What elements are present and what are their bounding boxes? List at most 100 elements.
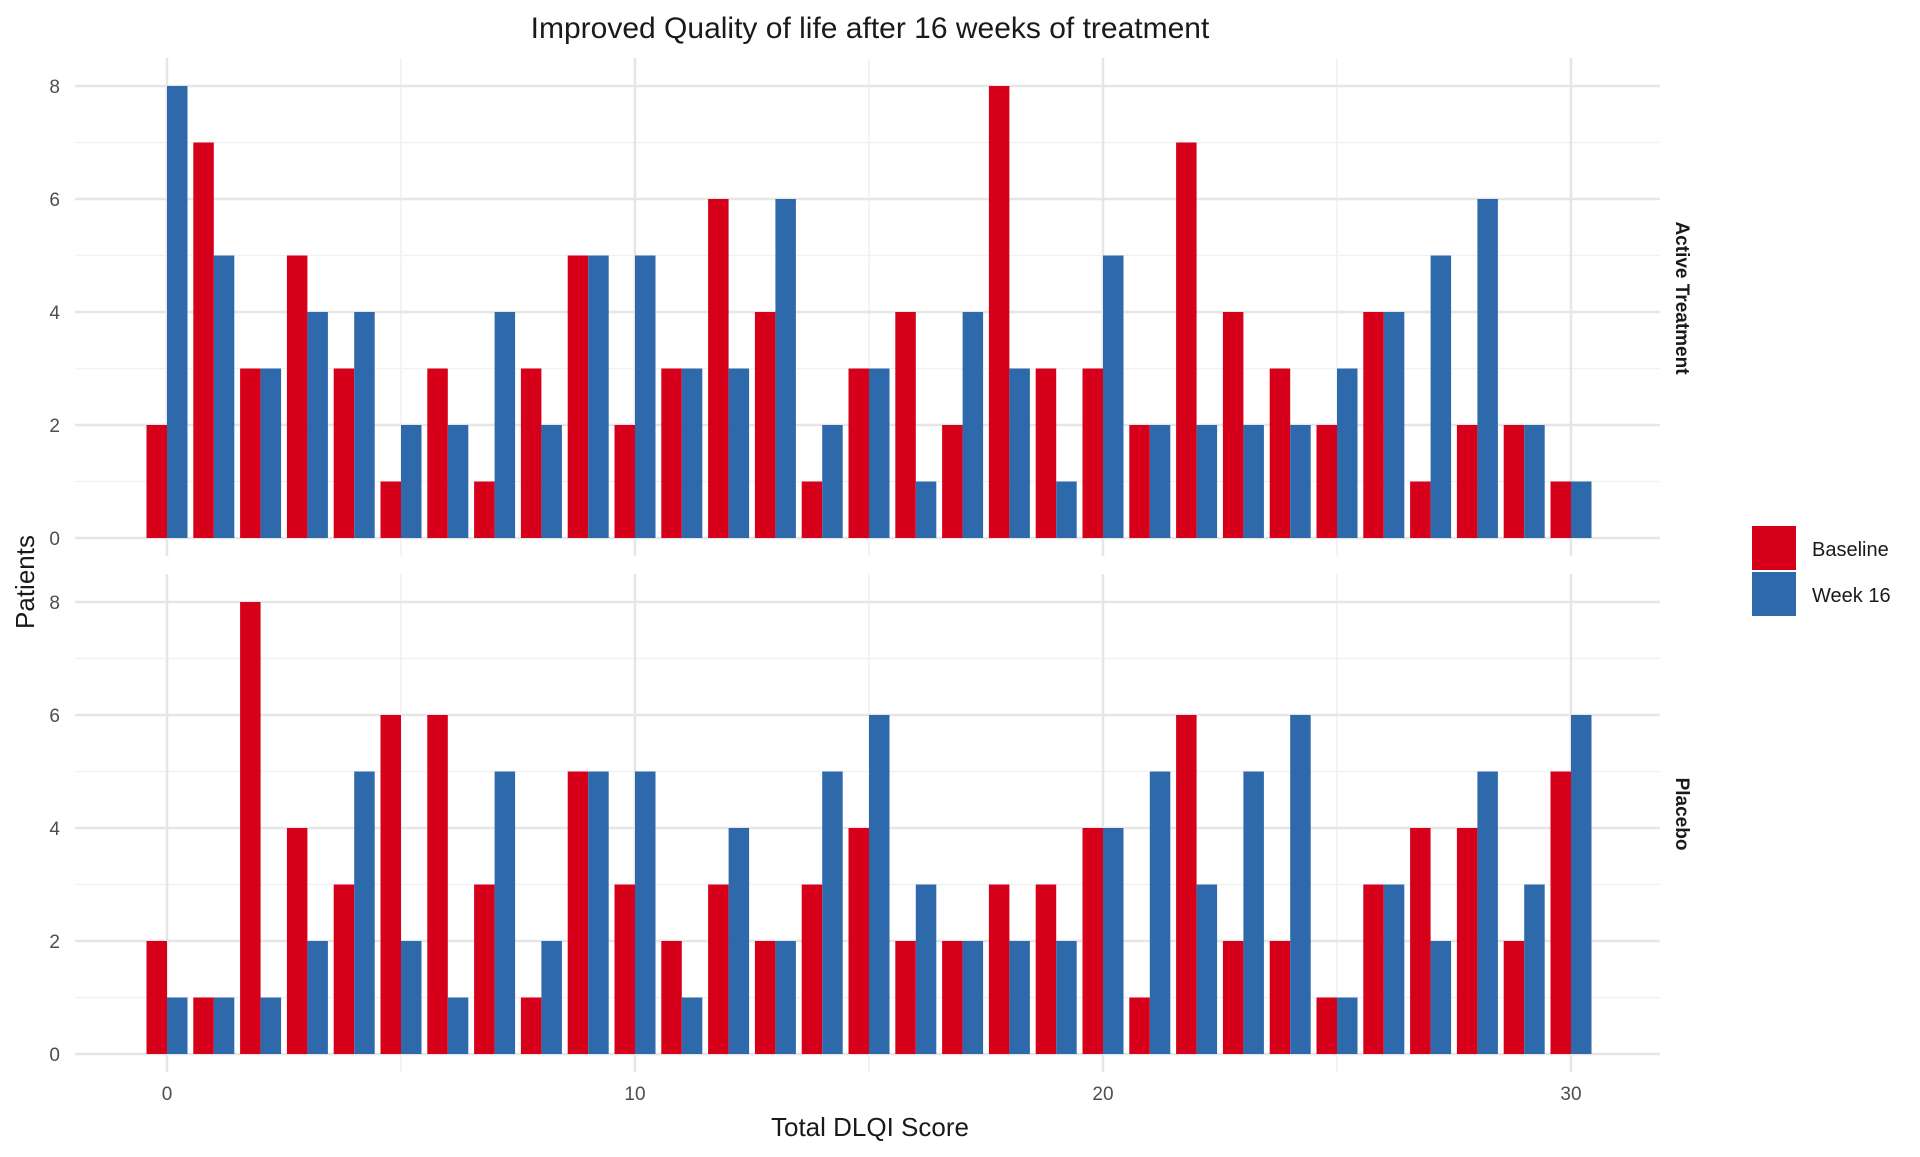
y-tick-label: 4	[49, 303, 60, 324]
bar-week16	[1196, 425, 1218, 538]
bar-week16	[681, 997, 703, 1054]
bar-week16	[822, 425, 843, 538]
bar-week16	[869, 368, 890, 538]
bar-week16	[915, 481, 937, 538]
bar-week16	[962, 941, 984, 1054]
bar-baseline	[380, 481, 401, 538]
bar-week16	[541, 941, 562, 1054]
bar-baseline	[1176, 142, 1197, 538]
bar-week16	[1243, 425, 1264, 538]
bar-baseline	[1503, 425, 1525, 538]
bar-week16	[588, 255, 609, 538]
x-tick-label: 30	[1560, 1084, 1581, 1105]
bar-baseline	[286, 255, 308, 538]
bar-baseline	[240, 602, 261, 1054]
bar-baseline	[427, 715, 448, 1054]
bar-week16	[260, 997, 282, 1054]
bar-baseline	[1129, 425, 1150, 538]
y-tick-label: 2	[49, 416, 60, 437]
bar-baseline	[848, 368, 869, 538]
y-tick-label: 8	[49, 593, 60, 614]
bar-baseline	[1222, 941, 1244, 1054]
y-tick-label: 6	[49, 190, 60, 211]
x-axis-title: Total DLQI Score	[771, 1112, 969, 1142]
bar-baseline	[1316, 997, 1337, 1054]
bar-week16	[213, 997, 235, 1054]
bar-week16	[447, 997, 469, 1054]
bar-baseline	[567, 771, 589, 1054]
bar-baseline	[1550, 771, 1571, 1054]
bar-week16	[728, 368, 750, 538]
x-tick-label: 20	[1092, 1084, 1113, 1105]
bar-baseline	[193, 997, 214, 1054]
legend-label-baseline: Baseline	[1812, 539, 1889, 561]
bar-baseline	[146, 941, 167, 1054]
bar-week16	[1103, 828, 1124, 1054]
bar-baseline	[1410, 828, 1431, 1054]
bar-week16	[1243, 771, 1264, 1054]
bar-baseline	[520, 368, 542, 538]
legend-label-week-16: Week 16	[1812, 585, 1891, 607]
bar-week16	[1056, 481, 1077, 538]
bar-week16	[1430, 255, 1452, 538]
bar-week16	[869, 715, 890, 1054]
bar-week16	[1524, 425, 1545, 538]
panel-label: Placebo	[1671, 778, 1692, 851]
bar-week16	[167, 86, 188, 538]
bar-week16	[307, 941, 328, 1054]
bar-week16	[401, 941, 422, 1054]
bar-baseline	[567, 255, 589, 538]
bar-baseline	[801, 884, 823, 1054]
bar-baseline	[988, 86, 1010, 538]
bar-week16	[1009, 368, 1030, 538]
bar-week16	[1290, 715, 1311, 1054]
bar-baseline	[1456, 828, 1478, 1054]
bar-baseline	[1456, 425, 1478, 538]
y-tick-label: 0	[49, 1045, 60, 1066]
bar-week16	[1383, 884, 1405, 1054]
bar-baseline	[1316, 425, 1337, 538]
bar-baseline	[661, 368, 682, 538]
bar-baseline	[240, 368, 261, 538]
bar-week16	[494, 771, 516, 1054]
y-tick-label: 4	[49, 819, 60, 840]
bar-baseline	[614, 884, 635, 1054]
bar-week16	[260, 368, 282, 538]
legend-key-week-16	[1752, 572, 1796, 616]
bar-baseline	[1176, 715, 1197, 1054]
bar-baseline	[474, 481, 495, 538]
bar-week16	[494, 312, 516, 538]
x-tick-label: 0	[162, 1084, 173, 1105]
bar-week16	[775, 199, 796, 538]
bar-week16	[1337, 997, 1358, 1054]
bar-week16	[1571, 481, 1592, 538]
bar-week16	[354, 312, 375, 538]
bar-baseline	[614, 425, 635, 538]
bar-week16	[635, 771, 656, 1054]
bar-baseline	[333, 368, 355, 538]
panel-0: 0 2 4 6 8 Active Treatment	[49, 58, 1692, 556]
bar-week16	[167, 997, 188, 1054]
bar-week16	[728, 828, 750, 1054]
bar-week16	[1571, 715, 1592, 1054]
bar-week16	[447, 425, 469, 538]
bar-week16	[401, 425, 422, 538]
bar-baseline	[708, 199, 729, 538]
bar-baseline	[474, 884, 495, 1054]
bar-week16	[1009, 941, 1030, 1054]
bar-week16	[541, 425, 562, 538]
bar-baseline	[1363, 884, 1384, 1054]
x-tick-label: 10	[624, 1084, 645, 1105]
bar-baseline	[1269, 941, 1291, 1054]
bar-baseline	[520, 997, 542, 1054]
bar-baseline	[333, 884, 355, 1054]
bar-baseline	[380, 715, 401, 1054]
bar-baseline	[1222, 312, 1244, 538]
y-tick-label: 8	[49, 77, 60, 98]
bar-baseline	[1035, 368, 1057, 538]
bar-baseline	[1550, 481, 1571, 538]
bar-week16	[1477, 199, 1498, 538]
bar-baseline	[988, 884, 1010, 1054]
bar-week16	[635, 255, 656, 538]
